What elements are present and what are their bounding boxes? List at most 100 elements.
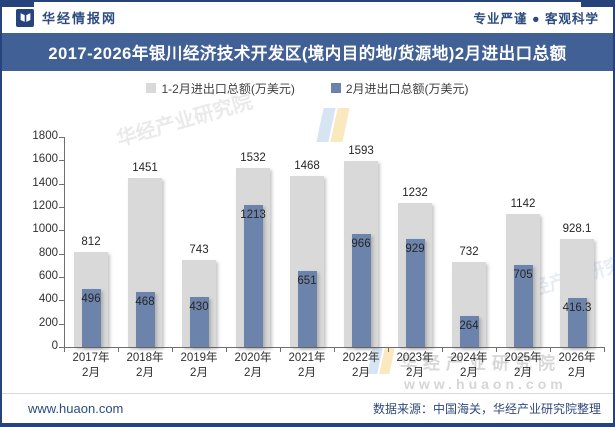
month-bar (567, 298, 587, 347)
header: 华经情报网 专业严谨 ● 客观科学 (2, 2, 613, 33)
x-axis-tick (64, 347, 65, 352)
footer-site-url: www.huaon.com (28, 401, 124, 416)
month-value-label: 966 (351, 238, 371, 251)
month-bar (513, 264, 533, 347)
x-axis-tick (334, 347, 335, 352)
month-bar (405, 238, 425, 347)
month-bar (297, 271, 317, 347)
month-bar (243, 205, 263, 347)
month-value-label: 430 (189, 300, 209, 313)
y-axis-tick (59, 137, 64, 138)
legend-item: 1-2月进出口总额(万美元) (146, 80, 295, 97)
y-axis-tick-label: 1600 (32, 153, 58, 166)
y-axis-tick-label: 0 (51, 340, 58, 352)
x-label-month: 2月 (298, 367, 316, 379)
y-axis-tick (59, 277, 64, 278)
x-label-month: 2月 (460, 367, 478, 379)
x-label-month: 2月 (514, 367, 532, 379)
x-label-month: 2月 (136, 367, 154, 379)
x-label-year: 2026年 (558, 352, 596, 364)
y-axis-tick (59, 160, 64, 162)
x-label-year: 2020年 (234, 352, 272, 364)
x-label-year: 2023年 (396, 352, 434, 364)
bar-group: 1142 705 (496, 137, 550, 347)
legend-item: 2月进出口总额(万美元) (330, 80, 469, 97)
month-bar (81, 289, 101, 347)
x-axis-tick (550, 347, 551, 352)
month-value-label: 416.3 (562, 302, 592, 315)
x-axis-category-label: 2022年 2月 (334, 351, 388, 381)
footer: www.huaon.com 数据来源：中国海关，华经产业研究院整理 (2, 393, 613, 423)
x-axis-tick (442, 347, 443, 352)
y-axis-tick (59, 253, 64, 255)
month-value-label: 264 (459, 320, 479, 333)
y-axis-tick (59, 300, 64, 302)
y-axis-tick-label: 1800 (32, 130, 58, 142)
y-axis-tick-label: 200 (38, 316, 58, 329)
bar-group: 732 264 (442, 137, 496, 347)
x-label-month: 2月 (82, 367, 100, 379)
y-axis-tick-label: 1200 (32, 200, 58, 212)
bar-group: 1232 929 (388, 137, 442, 347)
bar-chart: 华经产业研究院 华经产业研究院 华经产业研究院 www.huaon.com 02… (2, 91, 613, 394)
month-value-label: 705 (513, 268, 533, 281)
x-axis-category-label: 2026年 2月 (550, 351, 604, 381)
month-value-label: 1213 (240, 209, 266, 222)
total-value-label: 1232 (402, 187, 428, 200)
bar-group: 1451 468 (118, 137, 172, 347)
x-axis-category-label: 2023年 2月 (388, 351, 442, 381)
total-value-label: 1468 (294, 159, 320, 172)
x-axis-category-label: 2017年 2月 (64, 351, 118, 381)
bar-group: 1593 966 (334, 137, 388, 347)
corner-accent (2, 2, 34, 7)
bar-group: 743 430 (172, 137, 226, 347)
data-source-note: 数据来源：中国海关，华经产业研究院整理 (372, 402, 601, 416)
corner-accent (581, 2, 613, 7)
page-title: 2017-2026年银川经济技术开发区(境内目的地/货源地)2月进出口总额 (48, 45, 567, 63)
total-value-label: 1142 (510, 197, 536, 210)
x-label-month: 2月 (568, 367, 586, 379)
title-bar: 2017-2026年银川经济技术开发区(境内目的地/货源地)2月进出口总额 (2, 33, 613, 71)
legend-swatch (330, 83, 341, 93)
chart-legend: 1-2月进出口总额(万美元) 2月进出口总额(万美元) (2, 75, 613, 101)
x-axis-category-label: 2024年 2月 (442, 351, 496, 381)
x-axis-category-label: 2021年 2月 (280, 351, 334, 381)
y-axis-tick-label: 400 (38, 293, 58, 306)
x-label-year: 2025年 (504, 352, 542, 364)
x-label-month: 2月 (244, 367, 262, 379)
x-label-month: 2月 (352, 367, 370, 379)
bar-group: 1532 1213 (226, 137, 280, 347)
x-axis-category-label: 2020年 2月 (226, 351, 280, 381)
brand-logo-icon (16, 8, 34, 27)
month-bar (135, 292, 155, 347)
legend-label: 2月进出口总额(万美元) (345, 81, 469, 96)
total-value-label: 743 (189, 244, 209, 257)
x-axis-tick (118, 347, 119, 352)
legend-swatch (146, 83, 157, 93)
total-value-label: 1532 (240, 152, 266, 165)
x-axis-tick (604, 347, 605, 352)
month-bar (459, 316, 479, 347)
x-axis-category-label: 2018年 2月 (118, 351, 172, 381)
y-axis-line (64, 137, 65, 347)
x-label-month: 2月 (406, 367, 424, 379)
x-label-year: 2019年 (180, 352, 218, 364)
x-axis-tick (226, 347, 227, 352)
y-axis-tick-label: 800 (38, 246, 58, 259)
total-value-label: 812 (81, 236, 101, 249)
legend-label: 1-2月进出口总额(万美元) (161, 81, 295, 96)
x-label-year: 2021年 (288, 352, 326, 364)
x-label-year: 2018年 (126, 352, 164, 364)
y-axis-tick-label: 600 (38, 270, 58, 282)
x-label-month: 2月 (190, 367, 208, 379)
y-axis-tick (59, 347, 64, 348)
total-value-label: 928.1 (562, 222, 592, 235)
x-axis-tick (388, 347, 389, 352)
y-axis-tick (59, 207, 64, 208)
total-value-label: 732 (459, 245, 479, 258)
header-tagline: 专业严谨 ● 客观科学 (473, 12, 599, 26)
y-axis-tick-label: 1400 (32, 176, 58, 189)
x-axis-category-label: 2019年 2月 (172, 351, 226, 381)
x-label-year: 2024年 (450, 352, 488, 364)
